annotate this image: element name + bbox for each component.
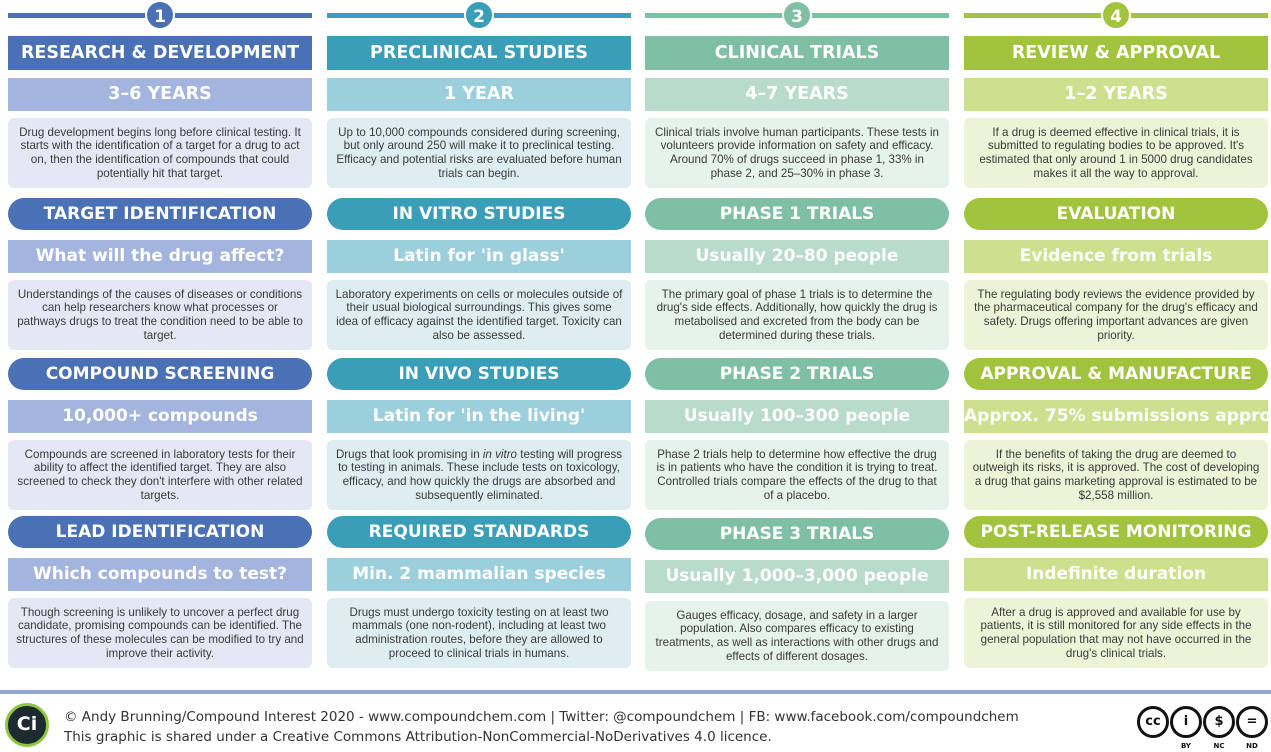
stage-intro: If a drug is deemed effective in clinica… xyxy=(964,118,1268,188)
stage-number: 2 xyxy=(464,0,494,30)
noderivatives-icon: = xyxy=(1236,706,1268,738)
step-info: Indefinite duration xyxy=(964,558,1268,591)
step-description: Compounds are screened in laboratory tes… xyxy=(8,440,312,510)
step-title: EVALUATION xyxy=(964,198,1268,230)
step-description: Gauges efficacy, dosage, and safety in a… xyxy=(645,601,949,671)
step-description: Understandings of the causes of diseases… xyxy=(8,280,312,350)
footer-license: This graphic is shared under a Creative … xyxy=(64,729,772,745)
logo-text: Ci xyxy=(16,713,38,735)
step-title: PHASE 3 TRIALS xyxy=(645,518,949,550)
step-description: Though screening is unlikely to uncover … xyxy=(8,598,312,668)
step-title: PHASE 1 TRIALS xyxy=(645,198,949,230)
stage-intro: Up to 10,000 compounds considered during… xyxy=(327,118,631,188)
step-title: COMPOUND SCREENING xyxy=(8,358,312,390)
step-description-emphasis: in vitro xyxy=(482,447,518,461)
stage-title: PRECLINICAL STUDIES xyxy=(327,36,631,70)
noderivatives-label: ND xyxy=(1246,742,1258,750)
stage-number: 3 xyxy=(782,0,812,30)
stage-number: 4 xyxy=(1101,0,1131,30)
stage-number: 1 xyxy=(145,0,175,30)
step-description-post: testing will progress to testing in anim… xyxy=(338,447,623,502)
step-description: The regulating body reviews the evidence… xyxy=(964,280,1268,350)
step-description: The primary goal of phase 1 trials is to… xyxy=(645,280,949,350)
footer-divider xyxy=(0,690,1271,694)
stage-title: CLINICAL TRIALS xyxy=(645,36,949,70)
step-description: Laboratory experiments on cells or molec… xyxy=(327,280,631,350)
stage-duration: 3–6 YEARS xyxy=(8,78,312,111)
stage-duration: 4–7 YEARS xyxy=(645,78,949,111)
step-title: IN VITRO STUDIES xyxy=(327,198,631,230)
stage-title: RESEARCH & DEVELOPMENT xyxy=(8,36,312,70)
step-info: Latin for 'in glass' xyxy=(327,240,631,273)
step-info: Usually 20–80 people xyxy=(645,240,949,273)
step-description: Drugs that look promising in in vitro te… xyxy=(327,440,631,510)
noncommercial-icon: $ xyxy=(1203,706,1235,738)
step-title: IN VIVO STUDIES xyxy=(327,358,631,390)
stage-intro: Drug development begins long before clin… xyxy=(8,118,312,188)
stage-intro: Clinical trials involve human participan… xyxy=(645,118,949,188)
step-title: LEAD IDENTIFICATION xyxy=(8,516,312,548)
step-description: If the benefits of taking the drug are d… xyxy=(964,440,1268,510)
step-description-pre: Drugs that look promising in xyxy=(335,447,483,461)
step-description: Drugs must undergo toxicity testing on a… xyxy=(327,598,631,668)
attribution-icon: i xyxy=(1170,706,1202,738)
step-info: Min. 2 mammalian species xyxy=(327,558,631,591)
footer-credit: © Andy Brunning/Compound Interest 2020 -… xyxy=(64,709,1019,725)
step-info: Latin for 'in the living' xyxy=(327,400,631,433)
attribution-label: BY xyxy=(1180,742,1192,750)
step-title: POST-RELEASE MONITORING xyxy=(964,516,1268,548)
step-info: Approx. 75% submissions approved xyxy=(964,400,1271,433)
step-info: Usually 1,000–3,000 people xyxy=(645,560,949,593)
step-title: TARGET IDENTIFICATION xyxy=(8,198,312,230)
step-info: Evidence from trials xyxy=(964,240,1268,273)
creative-commons-badges: cc i BY $ NC = ND xyxy=(1137,706,1268,752)
noncommercial-label: NC xyxy=(1213,742,1225,750)
step-description: Phase 2 trials help to determine how eff… xyxy=(645,440,949,510)
cc-icon: cc xyxy=(1137,706,1169,738)
stage-duration: 1–2 YEARS xyxy=(964,78,1268,111)
step-title: APPROVAL & MANUFACTURE xyxy=(964,358,1268,390)
stage-duration: 1 YEAR xyxy=(327,78,631,111)
step-description: After a drug is approved and available f… xyxy=(964,598,1268,668)
step-info: 10,000+ compounds xyxy=(8,400,312,433)
step-info: Usually 100–300 people xyxy=(645,400,949,433)
step-title: PHASE 2 TRIALS xyxy=(645,358,949,390)
step-info: What will the drug affect? xyxy=(8,240,312,273)
step-info: Which compounds to test? xyxy=(8,558,312,591)
compound-interest-logo: Ci xyxy=(5,703,49,747)
step-title: REQUIRED STANDARDS xyxy=(327,516,631,548)
stage-title: REVIEW & APPROVAL xyxy=(964,36,1268,70)
